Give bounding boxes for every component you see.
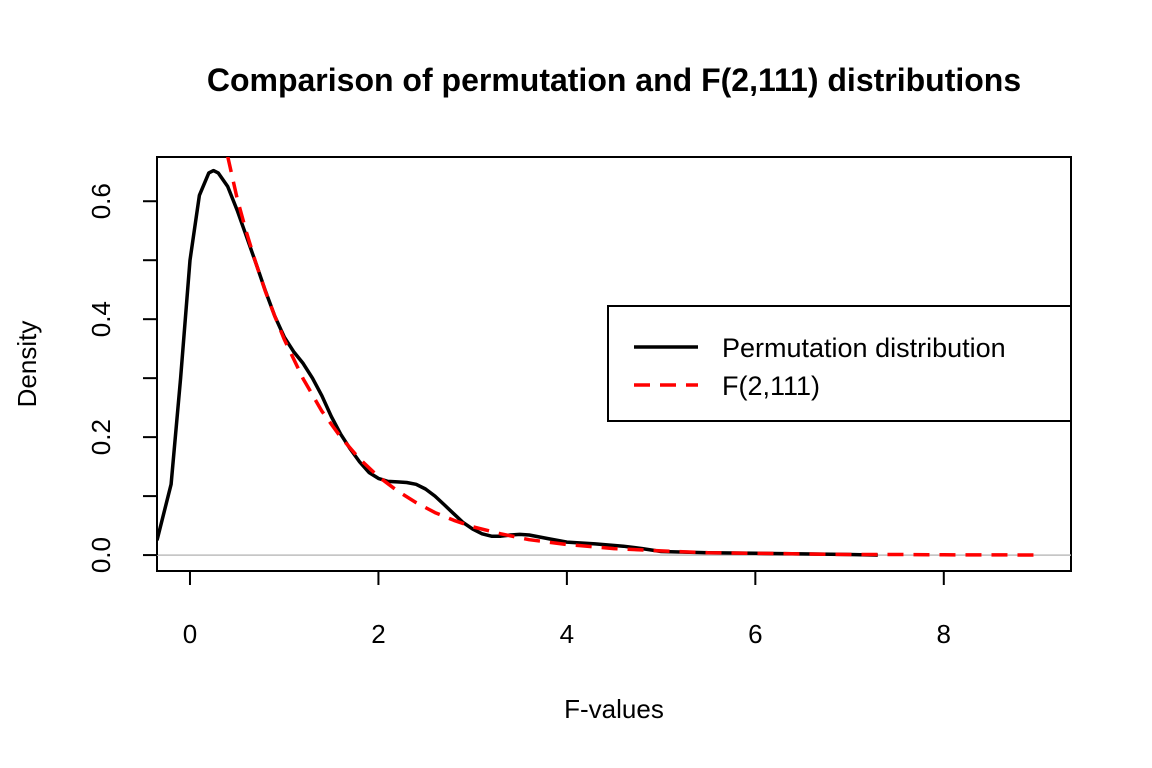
- x-tick-label: 0: [183, 619, 197, 649]
- x-tick-label: 8: [937, 619, 951, 649]
- chart-title: Comparison of permutation and F(2,111) d…: [207, 62, 1021, 98]
- legend: Permutation distribution F(2,111): [607, 305, 1072, 422]
- legend-box: [607, 305, 1072, 422]
- x-axis: 0 2 4 6 8: [183, 570, 951, 649]
- x-axis-label: F-values: [564, 694, 664, 724]
- plot-lines: [157, 157, 1039, 557]
- y-tick-label: 0.2: [86, 419, 116, 455]
- legend-label-permutation: Permutation distribution: [722, 333, 1006, 363]
- y-axis-label: Density: [12, 321, 42, 408]
- series-permutation-line: [157, 168, 878, 557]
- x-tick-label: 6: [748, 619, 762, 649]
- y-axis: 0.0 0.2 0.4 0.6: [86, 183, 158, 573]
- x-tick-label: 4: [560, 619, 574, 649]
- x-tick-label: 2: [371, 619, 385, 649]
- legend-label-f-distribution: F(2,111): [722, 371, 820, 401]
- y-tick-label: 0.0: [86, 537, 116, 573]
- y-tick-label: 0.4: [86, 301, 116, 337]
- y-tick-label: 0.6: [86, 183, 116, 219]
- series-f-distribution-line: [226, 157, 1039, 557]
